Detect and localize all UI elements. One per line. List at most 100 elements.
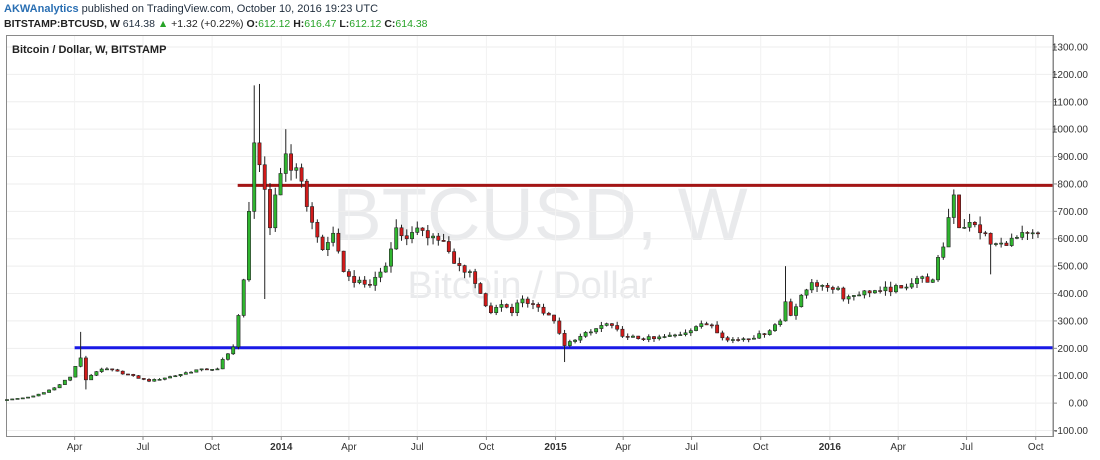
grid [7, 36, 1053, 436]
candle-body [168, 376, 172, 379]
price-tick-label: 600.00 [1057, 234, 1088, 245]
price-tick-label: 1200.00 [1052, 70, 1089, 81]
candle-body [620, 328, 625, 337]
candle-body [131, 374, 136, 376]
candle-body [588, 331, 593, 334]
candle-body [862, 290, 867, 296]
candle-body [809, 282, 814, 291]
candle-body [730, 339, 735, 341]
author-link[interactable]: AKWAnalytics [4, 3, 79, 15]
candle-body [452, 251, 457, 264]
candle-body [425, 230, 430, 239]
candle-body [694, 326, 698, 331]
candle-body [688, 330, 693, 334]
candle-body [883, 286, 888, 292]
candle-body [136, 375, 141, 379]
candle-body [431, 235, 435, 239]
candle-body [389, 248, 393, 267]
candle-body [846, 296, 851, 300]
candle-body [999, 242, 1004, 245]
time-axis[interactable]: Apr Jul Oct 2014 Apr Jul Oct 2015 Apr Jul Oct 2016 A… [67, 436, 1044, 453]
close-value: 614.38 [395, 18, 428, 30]
candle-body [304, 180, 309, 207]
candle-body [552, 314, 556, 322]
candle-body [962, 227, 967, 229]
candle-body [604, 323, 609, 326]
candle-body [673, 334, 677, 337]
price-tick-label: 500.00 [1057, 262, 1088, 273]
time-tick-label: Oct [753, 442, 769, 453]
candle-body [20, 397, 25, 400]
candle-body [683, 332, 688, 335]
candle-body [1004, 242, 1009, 246]
candle-body [1020, 232, 1025, 238]
candle-body [368, 284, 372, 286]
triangle-up-icon: ▲ [157, 18, 169, 30]
candle-body [15, 398, 20, 400]
publish-header: AKWAnalytics published on TradingView.co… [0, 0, 1100, 34]
candle-body [925, 276, 930, 283]
candle-body [410, 232, 414, 240]
candle-body [320, 236, 325, 250]
candle-body [751, 337, 756, 340]
candle-body [531, 303, 535, 305]
candle-body [583, 332, 588, 337]
candle-body [625, 336, 630, 338]
candle-body [757, 333, 762, 339]
candle-body [851, 295, 856, 297]
price-change: +1.32 (+0.22%) [171, 18, 244, 30]
candle-body [152, 379, 157, 382]
candle-body [830, 287, 835, 290]
candle-body [189, 371, 194, 374]
candle-body [47, 389, 52, 393]
candle-body [199, 368, 204, 371]
price-tick-label: 300.00 [1057, 316, 1088, 327]
candle-body [599, 325, 604, 329]
candle-body [399, 227, 404, 237]
candle-body [678, 334, 683, 336]
candle-body [120, 370, 125, 375]
price-tick-label: -100.00 [1054, 426, 1088, 437]
candle-body [904, 286, 909, 289]
candle-body [41, 392, 46, 395]
watermark: BTCUSD, W Bitcoin / Dollar [332, 173, 747, 307]
candle-body [441, 240, 446, 242]
candle-body [231, 346, 236, 355]
candle-body [1036, 232, 1040, 235]
candle-body [972, 222, 977, 226]
close-label: C: [384, 18, 396, 30]
candle-body [957, 194, 962, 229]
candle-body [52, 387, 57, 391]
price-axis[interactable]: 1300.00 1200.00 1100.00 1000.00 900.00 800.00… [1052, 35, 1089, 437]
candle-body [888, 286, 893, 293]
candle-body [147, 379, 151, 382]
candle-body [457, 263, 462, 266]
level-lines [74, 183, 1053, 350]
candle-body [667, 334, 672, 337]
candle-body [325, 242, 330, 250]
price-tick-label: 1100.00 [1053, 97, 1089, 108]
candle-body [725, 337, 730, 341]
candle-body [615, 325, 620, 330]
low-label: L: [339, 18, 350, 30]
candle-body [562, 333, 567, 346]
time-tick-label: Oct [479, 442, 495, 453]
candle-body [394, 227, 399, 250]
candle-body [557, 320, 562, 334]
candle-body [383, 265, 388, 273]
candle-body [504, 304, 509, 308]
candle-body [5, 399, 9, 401]
candle-body [194, 369, 199, 373]
candle-body [720, 332, 725, 339]
candle-body [478, 283, 483, 294]
candle-body [157, 379, 162, 381]
price-tick-label: 1000.00 [1052, 125, 1089, 136]
candle-body [820, 285, 825, 287]
candle-body [73, 366, 78, 378]
candle-body [467, 271, 472, 273]
candle-body [299, 167, 304, 182]
candle-body [36, 393, 41, 397]
candle-body [546, 312, 551, 316]
candle-body [988, 232, 993, 245]
